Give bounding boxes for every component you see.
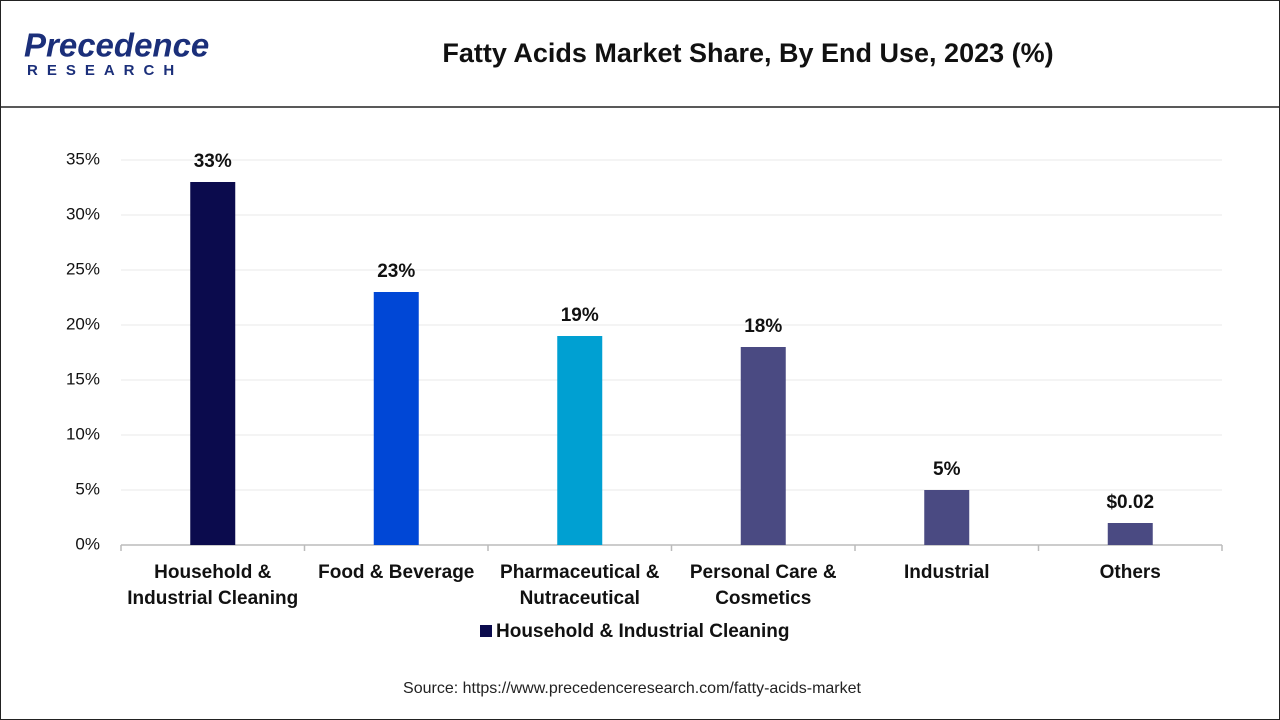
data-label: 5% xyxy=(933,459,961,480)
data-label: 33% xyxy=(194,151,232,172)
x-tick-label: Personal Care & Cosmetics xyxy=(689,562,837,609)
data-label: 18% xyxy=(744,316,782,337)
y-tick-label: 15% xyxy=(66,369,100,388)
logo-name: Precedence xyxy=(24,27,209,64)
y-tick-label: 0% xyxy=(75,534,100,553)
data-label: $0.02 xyxy=(1106,492,1154,513)
logo-sub: RESEARCH xyxy=(27,62,183,79)
y-tick-label: 10% xyxy=(66,424,100,443)
bar xyxy=(924,490,970,545)
bar xyxy=(373,292,419,545)
y-tick-label: 20% xyxy=(66,314,100,333)
chart-title: Fatty Acids Market Share, By End Use, 20… xyxy=(442,38,1053,68)
data-label: 23% xyxy=(377,261,415,282)
bar xyxy=(557,336,603,545)
y-tick-label: 25% xyxy=(66,259,100,278)
bar xyxy=(740,347,786,545)
x-tick-label: Industrial xyxy=(903,562,990,583)
bar xyxy=(1107,523,1153,545)
legend-label: Household & Industrial Cleaning xyxy=(496,621,789,642)
source: Source: https://www.precedenceresearch.c… xyxy=(403,680,862,697)
bar xyxy=(190,182,236,545)
x-tick-label: Pharmaceutical & Nutraceutical xyxy=(500,562,660,609)
x-tick-label: Household & Industrial Cleaning xyxy=(127,562,299,609)
x-tick-label: Others xyxy=(1099,562,1161,583)
y-tick-label: 5% xyxy=(75,479,100,498)
y-tick-label: 30% xyxy=(66,204,100,223)
data-label: 19% xyxy=(561,305,599,326)
x-tick-label: Food & Beverage xyxy=(318,562,475,583)
y-tick-label: 35% xyxy=(66,149,100,168)
legend-swatch xyxy=(480,625,492,637)
